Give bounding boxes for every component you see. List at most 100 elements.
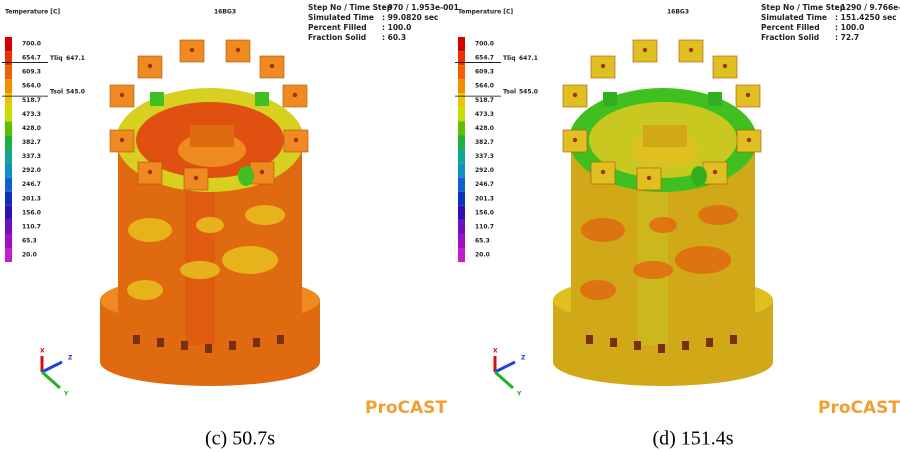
temperature-zone bbox=[196, 217, 224, 233]
logo: ProCAST bbox=[818, 398, 900, 418]
legend-value: 564.0 bbox=[22, 83, 41, 90]
legend-swatch bbox=[458, 107, 465, 122]
axis-label: X bbox=[493, 348, 498, 355]
info-label: Fraction Solid bbox=[308, 33, 366, 42]
liquidus-value: 647.1 bbox=[519, 55, 538, 62]
legend-value: 20.0 bbox=[475, 252, 490, 259]
legend-swatch bbox=[458, 163, 465, 178]
solidus-value: 545.0 bbox=[519, 89, 538, 96]
axis-arrow bbox=[494, 360, 516, 374]
info-value: : 151.4250 sec bbox=[835, 13, 897, 22]
panel: Temperature [C] 700.0 654.7 609.3 564.0 518.7… bbox=[455, 3, 900, 450]
legend-value: 65.3 bbox=[475, 237, 490, 244]
lug-hole bbox=[746, 137, 752, 143]
slot bbox=[157, 338, 164, 347]
legend-swatch bbox=[458, 191, 465, 206]
axis-label: X bbox=[40, 348, 45, 355]
lug-hole bbox=[688, 47, 694, 53]
legend-value: 473.3 bbox=[22, 111, 41, 118]
temperature-zone bbox=[649, 217, 677, 233]
legend-swatch bbox=[5, 37, 12, 52]
slot bbox=[181, 341, 188, 350]
lug-hole bbox=[269, 63, 275, 69]
info-label: Step No / Time Step bbox=[308, 3, 393, 12]
legend-value: 382.7 bbox=[475, 139, 494, 146]
info-value: : 1290 / 9.766e-002 bbox=[835, 3, 900, 12]
temperature-zone bbox=[222, 246, 278, 274]
lug-hole bbox=[646, 175, 652, 181]
legend-value: 201.3 bbox=[475, 195, 494, 202]
lug-hole bbox=[147, 63, 153, 69]
solidus-value: 545.0 bbox=[66, 89, 85, 96]
slot bbox=[682, 341, 689, 350]
slot bbox=[133, 335, 140, 344]
legend-value: 518.7 bbox=[22, 97, 41, 104]
slot bbox=[277, 335, 284, 344]
legend-swatch bbox=[5, 93, 12, 108]
legend-value: 700.0 bbox=[475, 41, 494, 48]
legend-value: 654.7 bbox=[22, 55, 41, 62]
legend-value: 654.7 bbox=[475, 55, 494, 62]
legend-swatch bbox=[5, 121, 12, 136]
lug-hole bbox=[600, 63, 606, 69]
legend-title: Temperature [C] bbox=[5, 9, 60, 16]
legend-swatch bbox=[5, 65, 12, 80]
legend-swatch bbox=[458, 233, 465, 249]
panel: Temperature [C] 700.0 654.7 609.3 564.0 518.7… bbox=[2, 3, 459, 450]
slot bbox=[586, 335, 593, 344]
legend-value: 292.0 bbox=[22, 167, 41, 174]
green-spot bbox=[708, 92, 722, 106]
logo: ProCAST bbox=[365, 398, 447, 418]
legend-title: Temperature [C] bbox=[458, 9, 513, 16]
model-name: 16BG3 bbox=[214, 9, 236, 16]
caption: (c) 50.7s bbox=[205, 428, 275, 450]
axis-arrow bbox=[41, 360, 63, 374]
hub-block bbox=[190, 125, 234, 147]
green-spot bbox=[238, 166, 254, 186]
legend-swatch bbox=[458, 121, 465, 136]
liquidus-label: Tliq bbox=[50, 55, 63, 62]
temperature-zone bbox=[180, 261, 220, 279]
liquidus-value: 647.1 bbox=[66, 55, 85, 62]
green-spot bbox=[150, 92, 164, 106]
info-label: Percent Filled bbox=[761, 23, 820, 32]
lug-hole bbox=[292, 92, 298, 98]
slot bbox=[658, 344, 665, 353]
temperature-zone bbox=[128, 218, 172, 242]
legend-swatch bbox=[5, 248, 12, 263]
legend-value: 110.7 bbox=[22, 223, 41, 230]
lug-hole bbox=[600, 169, 606, 175]
legend-swatch bbox=[5, 205, 12, 220]
info-value: : 72.7 bbox=[835, 33, 859, 42]
legend-swatch bbox=[5, 177, 12, 192]
lug-hole bbox=[259, 169, 265, 175]
temperature-zone bbox=[580, 280, 616, 300]
lug-hole bbox=[642, 47, 648, 53]
legend-value: 518.7 bbox=[475, 97, 494, 104]
model-name: 16BG3 bbox=[667, 9, 689, 16]
slot bbox=[205, 344, 212, 353]
temperature-zone bbox=[581, 218, 625, 242]
green-spot bbox=[691, 166, 707, 186]
info-value: : 60.3 bbox=[382, 33, 406, 42]
axis-label: Z bbox=[521, 355, 526, 362]
lug-hole bbox=[722, 63, 728, 69]
axis-label: Y bbox=[63, 391, 69, 398]
legend-value: 246.7 bbox=[475, 181, 494, 188]
lug-hole bbox=[235, 47, 241, 53]
slot bbox=[634, 341, 641, 350]
legend-value: 428.0 bbox=[475, 125, 494, 132]
solidus-label: Tsol bbox=[50, 89, 63, 96]
info-value: : 99.0820 sec bbox=[382, 13, 438, 22]
solidus-label: Tsol bbox=[503, 89, 516, 96]
slot bbox=[706, 338, 713, 347]
temperature-zone bbox=[698, 205, 738, 225]
legend-swatch bbox=[458, 37, 465, 52]
axis-label: Z bbox=[68, 355, 73, 362]
slot bbox=[229, 341, 236, 350]
legend-value: 110.7 bbox=[475, 223, 494, 230]
legend-value: 609.3 bbox=[22, 69, 41, 76]
legend-swatch bbox=[458, 248, 465, 263]
legend-value: 246.7 bbox=[22, 181, 41, 188]
